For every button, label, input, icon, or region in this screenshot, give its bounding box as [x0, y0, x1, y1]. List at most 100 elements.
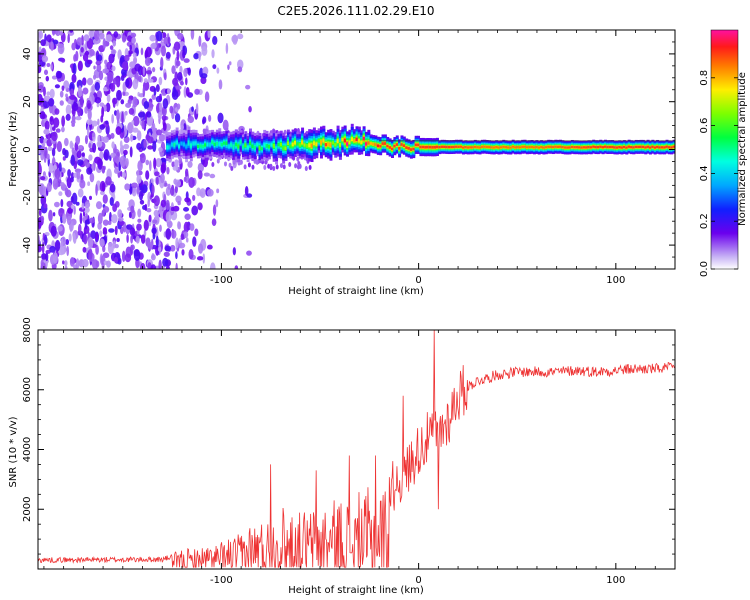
speckle-mark: [184, 168, 189, 177]
ridge-cell: [639, 145, 643, 149]
speckle-mark: [121, 250, 126, 262]
speckle-mark: [102, 206, 110, 213]
speckle-mark: [247, 162, 251, 168]
speckle-mark: [131, 37, 137, 44]
ridge-cell: [376, 144, 380, 148]
speckle-mark: [120, 99, 125, 105]
speckle-mark: [159, 224, 162, 232]
speckle-mark: [269, 163, 273, 169]
ridge-cell: [355, 137, 359, 142]
ridge-cell: [587, 145, 591, 149]
speckle-mark: [85, 212, 88, 220]
ridge-cell: [409, 148, 413, 151]
speckle-mark: [121, 111, 124, 124]
speckle-mark: [114, 244, 119, 249]
ridge-cell: [506, 146, 510, 149]
ridge-band: [166, 123, 675, 165]
ridge-cell: [637, 145, 641, 149]
speckle-mark: [160, 45, 167, 57]
speckle-mark: [147, 78, 154, 83]
speckle-mark: [111, 141, 115, 149]
ridge-cell: [383, 142, 387, 145]
speckle-mark: [48, 209, 53, 222]
speckle-mark: [107, 72, 113, 83]
speckle-mark: [183, 67, 188, 78]
speckle-mark: [43, 128, 50, 135]
ridge-cell: [253, 145, 257, 150]
ridge-cell: [604, 145, 607, 148]
speckle-mark: [82, 87, 89, 95]
speckle-mark: [215, 199, 219, 208]
speckle-mark: [117, 217, 124, 222]
speckle-mark: [308, 165, 312, 171]
speckle-mark: [138, 190, 144, 201]
speckle-mark: [172, 165, 179, 171]
speckle-mark: [175, 237, 179, 249]
speckle-mark: [95, 183, 98, 196]
speckle-mark: [94, 81, 101, 91]
colorbar-tick-label: 0.6: [699, 118, 710, 134]
speckle-mark: [38, 245, 42, 253]
speckle-mark: [177, 200, 181, 206]
speckle-mark: [177, 32, 184, 40]
ridge-cell: [615, 146, 619, 149]
ridge-cell: [653, 146, 657, 149]
ridge-cell: [542, 146, 546, 149]
speckle-mark: [65, 239, 70, 245]
speckle-mark: [183, 176, 187, 182]
speckle-mark: [38, 46, 42, 52]
colorbar: 0.0 0.2 0.4 0.6 0.8 Normalized spectral ampl…: [699, 29, 748, 277]
speckle-mark: [96, 140, 103, 148]
ridge-cell: [577, 146, 581, 149]
speckle-mark: [121, 35, 127, 43]
speckle-mark: [50, 63, 53, 71]
ridge-cell: [185, 144, 189, 149]
speckle-mark: [70, 119, 76, 125]
speckle-mark: [157, 246, 162, 252]
ridge-cell: [497, 146, 501, 149]
ridge-cell: [196, 144, 200, 149]
ridge-cell: [391, 147, 394, 151]
y-tick-label: -40: [22, 237, 33, 253]
speckle-mark: [153, 195, 160, 207]
speckle-mark: [52, 252, 58, 264]
speckle-mark: [243, 164, 247, 170]
ridge-cell: [672, 145, 675, 148]
speckle-mark: [75, 201, 80, 206]
speckle-mark: [209, 262, 216, 269]
speckle-mark: [76, 170, 81, 180]
ridge-cell: [667, 146, 671, 149]
speckle-mark: [49, 115, 54, 126]
ridge-cell: [596, 145, 600, 149]
speckle-mark: [176, 50, 180, 61]
ridge-cell: [641, 145, 645, 149]
speckle-mark: [83, 206, 90, 214]
ridge-cell: [589, 146, 593, 149]
speckle-mark: [83, 234, 88, 245]
speckle-mark: [53, 201, 60, 208]
speckle-mark: [195, 103, 199, 115]
ridge-cell: [438, 145, 442, 149]
ridge-cell: [440, 145, 444, 148]
speckle-mark: [112, 77, 120, 85]
ridge-cell: [599, 145, 603, 148]
speckle-mark: [112, 203, 118, 213]
speckle-mark: [116, 89, 122, 101]
speckle-mark: [217, 112, 224, 124]
ridge-cell: [514, 146, 518, 149]
ridge-cell: [374, 143, 378, 146]
speckle-mark: [49, 88, 55, 99]
ridge-cell: [350, 137, 354, 142]
speckle-mark: [146, 208, 152, 213]
speckle-mark: [133, 249, 141, 261]
speckle-mark: [40, 176, 46, 181]
speckle-mark: [101, 182, 106, 192]
speckle-mark: [75, 135, 81, 145]
speckle-mark: [124, 54, 130, 62]
speckle-mark: [161, 115, 167, 122]
ridge-cell: [511, 145, 515, 148]
speckle-mark: [172, 77, 179, 86]
speckle-mark: [50, 41, 54, 51]
ridge-cell: [663, 146, 667, 149]
ridge-cell: [573, 146, 577, 149]
